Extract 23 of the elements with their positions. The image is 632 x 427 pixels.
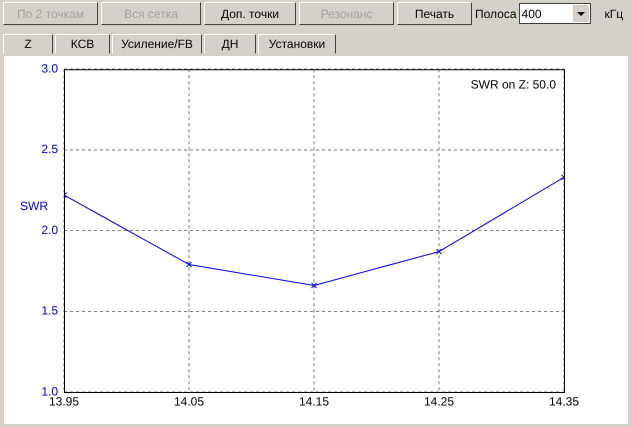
text: Печать (397, 2, 472, 25)
point (436, 248, 442, 255)
text: Усиление/FB (112, 34, 202, 54)
x-tick-label: 14.15 (298, 394, 330, 409)
annotation: SWR on Z: 50.0 (470, 78, 556, 92)
x-tick-label: 14.35 (548, 394, 580, 409)
y-axis-title: SWR (20, 198, 48, 213)
y-tick-label: 2.0 (41, 222, 58, 237)
x-tick-label: 14.25 (424, 394, 454, 409)
text: Z (3, 34, 53, 54)
point (311, 282, 317, 288)
y-tick-label: 2.5 (41, 142, 58, 156)
dropdown-field: 400 (518, 3, 591, 24)
y-tick-label: 1.5 (41, 304, 58, 318)
x-tick-label: 14.05 (174, 394, 204, 409)
text: Доп. точки (204, 2, 296, 25)
text: Полоса (475, 6, 517, 20)
text: кГц (604, 6, 624, 20)
text: Установки (258, 34, 336, 54)
y-tick-label: 3.0 (41, 62, 58, 76)
text: КСВ (55, 34, 110, 54)
text: ДН (204, 34, 256, 54)
point (186, 262, 192, 268)
